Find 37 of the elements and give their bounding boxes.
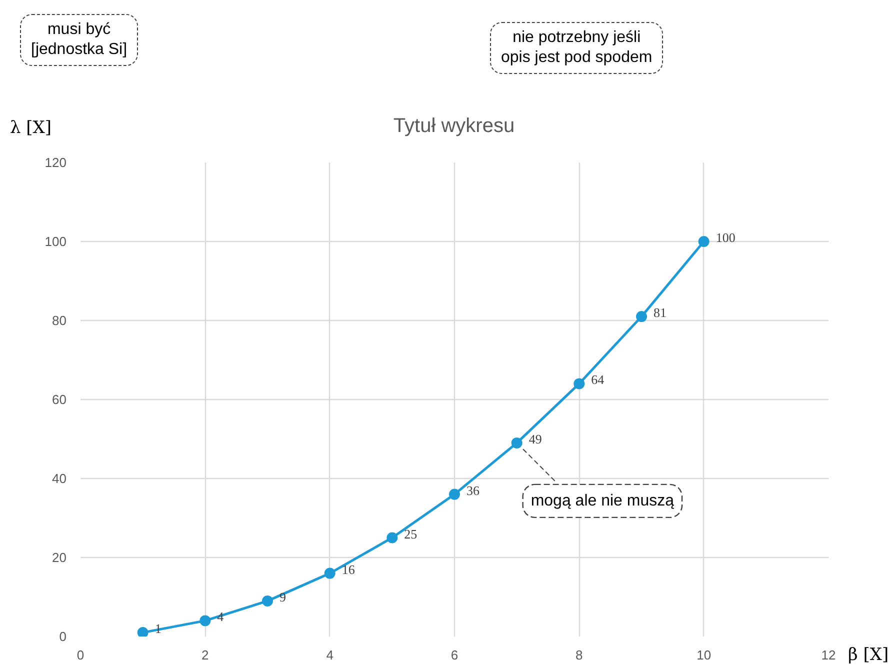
data-label: 64 (591, 372, 605, 388)
x-tick-label: 8 (576, 648, 583, 662)
data-label: 100 (716, 230, 736, 245)
text: musi być [jednostka Si] (20, 14, 138, 66)
point (574, 378, 585, 390)
data-label: 49 (528, 431, 542, 446)
annotation: mogą ale nie muszą (530, 492, 674, 510)
point (262, 595, 273, 606)
y-tick-label: 40 (52, 471, 67, 486)
chart-title: Tytuł wykresu (393, 115, 515, 137)
point (386, 532, 398, 544)
point (449, 488, 460, 500)
y-tick-label: 20 (52, 550, 67, 565)
data-label: 16 (342, 562, 356, 577)
point (636, 311, 647, 322)
text: nie potrzebny jeśli opis jest pod spodem (490, 22, 664, 74)
data-label: 36 (466, 482, 480, 498)
x-tick-label: 0 (76, 648, 84, 662)
y-tick-label: 80 (52, 313, 67, 328)
y-tick-label: 120 (44, 155, 67, 170)
point (511, 437, 522, 448)
point (698, 236, 710, 247)
x-tick-label: 12 (821, 648, 836, 662)
data-label: 81 (654, 305, 666, 320)
point (137, 627, 148, 636)
x-tick-label: 2 (202, 648, 209, 662)
x-axis-title: β [X] (848, 644, 889, 665)
x-tick-label: 4 (326, 648, 334, 662)
y-tick-label: 0 (59, 629, 67, 644)
y-tick-label: 100 (44, 234, 67, 249)
data-label: 25 (404, 526, 418, 542)
point (324, 568, 336, 579)
point (200, 615, 211, 626)
x-tick-label: 6 (450, 648, 458, 662)
x-tick-label: 10 (696, 648, 712, 662)
y-tick-label: 60 (52, 392, 67, 407)
y-axis-title: λ [X] (10, 117, 52, 140)
